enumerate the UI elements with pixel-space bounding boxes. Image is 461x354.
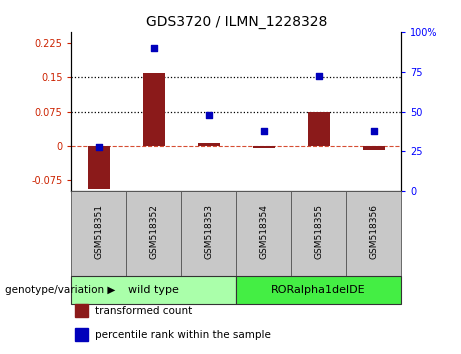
Text: RORalpha1delDE: RORalpha1delDE — [272, 285, 366, 295]
Text: GSM518351: GSM518351 — [95, 204, 103, 259]
Point — [370, 128, 377, 133]
Text: wild type: wild type — [129, 285, 179, 295]
Title: GDS3720 / ILMN_1228328: GDS3720 / ILMN_1228328 — [146, 16, 327, 29]
Bar — [75, 304, 88, 317]
Text: GSM518353: GSM518353 — [204, 204, 213, 259]
Bar — [291, 191, 346, 276]
Text: percentile rank within the sample: percentile rank within the sample — [95, 330, 271, 340]
Bar — [71, 276, 236, 304]
Point — [315, 74, 322, 79]
Text: GSM518354: GSM518354 — [259, 204, 268, 259]
Bar — [198, 143, 220, 145]
Text: transformed count: transformed count — [95, 306, 192, 316]
Text: GSM518355: GSM518355 — [314, 204, 323, 259]
Bar — [143, 73, 165, 145]
Bar — [236, 191, 291, 276]
Bar — [253, 145, 275, 148]
Point — [205, 112, 213, 118]
Text: GSM518356: GSM518356 — [369, 204, 378, 259]
Text: GSM518352: GSM518352 — [149, 204, 159, 259]
Bar — [75, 329, 88, 341]
Point — [260, 128, 267, 133]
Text: genotype/variation ▶: genotype/variation ▶ — [5, 285, 115, 295]
Bar — [71, 191, 126, 276]
Bar — [88, 145, 110, 189]
Point — [95, 144, 103, 149]
Bar — [307, 112, 330, 145]
Bar — [346, 191, 401, 276]
Bar — [363, 145, 384, 150]
Bar — [181, 191, 236, 276]
Bar — [126, 191, 181, 276]
Point — [150, 45, 158, 51]
Bar — [236, 276, 401, 304]
